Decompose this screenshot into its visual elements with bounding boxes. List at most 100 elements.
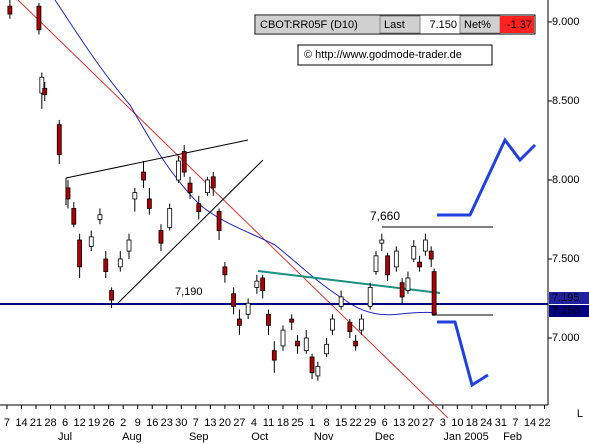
x-tick-label: 14 (15, 417, 27, 429)
moving-average (54, 0, 438, 316)
corner-label: L (577, 408, 583, 420)
x-tick-label: 4 (251, 417, 257, 429)
candle-body (141, 171, 146, 181)
candle-body (315, 366, 321, 377)
x-tick-label: 19 (88, 417, 100, 429)
candle-body (260, 277, 266, 291)
last-value: 7.150 (429, 19, 457, 31)
price-tag-box (549, 305, 589, 317)
price-tag: 7.195 (552, 292, 580, 304)
x-tick-label: 18 (466, 417, 478, 429)
candle-body (187, 182, 193, 194)
candle-body (132, 192, 138, 200)
candle-body (359, 318, 364, 331)
candle-body (303, 337, 309, 352)
x-tick-label: 27 (233, 417, 245, 429)
candle-body (295, 340, 300, 347)
x-tick-label: 15 (335, 417, 347, 429)
x-tick-label: 10 (451, 417, 463, 429)
x-tick-label: 29 (364, 417, 376, 429)
candle-body (77, 239, 83, 268)
x-tick-label: 20 (219, 417, 231, 429)
quote-box: CBOT:RR05F (D10) Last 7.150 Net% -1.37 (254, 14, 536, 35)
quote-cell (379, 15, 421, 34)
candle-body (347, 321, 353, 333)
month-label: Oct (251, 431, 268, 443)
x-tick-label: 11 (263, 417, 274, 429)
month-label: Feb (503, 431, 522, 443)
net-value: -1.37 (507, 19, 532, 31)
annotation: 7,660 (370, 209, 400, 223)
candle-body (422, 239, 428, 252)
price-tag: 7.150 (552, 305, 580, 317)
candle-body (42, 87, 48, 96)
x-tick-label: 1 (309, 417, 315, 429)
x-tick-label: 23 (161, 417, 173, 429)
candle-body (7, 5, 13, 15)
trend-line (65, 139, 249, 179)
x-tick-label: 30 (175, 417, 187, 429)
candle-body (245, 302, 251, 315)
y-tick-label: 9.000 (552, 16, 580, 28)
candle-body (71, 208, 77, 225)
copyright-frame (297, 44, 493, 66)
candle-body (176, 160, 181, 181)
candle-body (353, 340, 359, 347)
copyright: © http://www.godmode-trader.de (304, 49, 462, 61)
x-tick-label: 28 (44, 417, 56, 429)
candle-body (231, 293, 237, 307)
candle-body (36, 5, 42, 31)
month-label: Jan 2005 (443, 431, 488, 443)
candle-body (237, 318, 242, 326)
x-tick-label: 18 (277, 417, 289, 429)
candle-body (289, 318, 295, 323)
candle-body (324, 343, 329, 355)
x-tick-label: 22 (350, 417, 362, 429)
x-tick-label: 27 (422, 417, 434, 429)
plot-area: 7,660 7,190 (0, 0, 549, 419)
x-tick-label: 12 (73, 417, 85, 429)
x-tick-label: 8 (324, 417, 330, 429)
candle-body (109, 290, 114, 301)
x-tick-label: 25 (291, 417, 303, 429)
x-tick-label: 7 (193, 417, 199, 429)
net-label: Net% (464, 19, 491, 31)
candle-body (216, 211, 222, 231)
copyright-box: © http://www.godmode-trader.de (297, 44, 493, 66)
last-label: Last (384, 19, 405, 31)
month-label: Jul (58, 431, 72, 443)
candle-body (39, 76, 45, 94)
candle-body (373, 255, 379, 273)
candle-body (266, 313, 271, 326)
x-tick-label: 31 (495, 417, 507, 429)
y-tick-label: 8.500 (552, 95, 580, 107)
x-tick-label: 16 (146, 417, 158, 429)
x-tick-label: 21 (30, 417, 42, 429)
candle-body (196, 203, 202, 212)
candle-body (417, 261, 422, 268)
candle-body (254, 280, 260, 288)
candle-body (205, 179, 210, 194)
candle-body (309, 356, 315, 374)
y-tick-label: 7.000 (552, 332, 580, 344)
month-label: Nov (314, 431, 334, 443)
candle-body (97, 214, 103, 220)
month-label: Aug (122, 431, 142, 443)
x-tick-label: 26 (103, 417, 115, 429)
candle-body (210, 176, 216, 189)
symbol: CBOT:RR05F (D10) (260, 19, 358, 31)
candle-body (158, 230, 164, 244)
x-tick-label: 20 (408, 417, 420, 429)
x-tick-label: 7 (4, 417, 10, 429)
trend-line (117, 159, 264, 304)
candle-body (126, 239, 132, 252)
y-tick-label: 8.000 (552, 174, 580, 186)
candle-body (146, 198, 152, 209)
candle-body (405, 277, 411, 291)
candle-body (428, 250, 434, 260)
projection-up (437, 137, 537, 217)
candle-body (181, 151, 187, 173)
candle-body (88, 236, 94, 247)
